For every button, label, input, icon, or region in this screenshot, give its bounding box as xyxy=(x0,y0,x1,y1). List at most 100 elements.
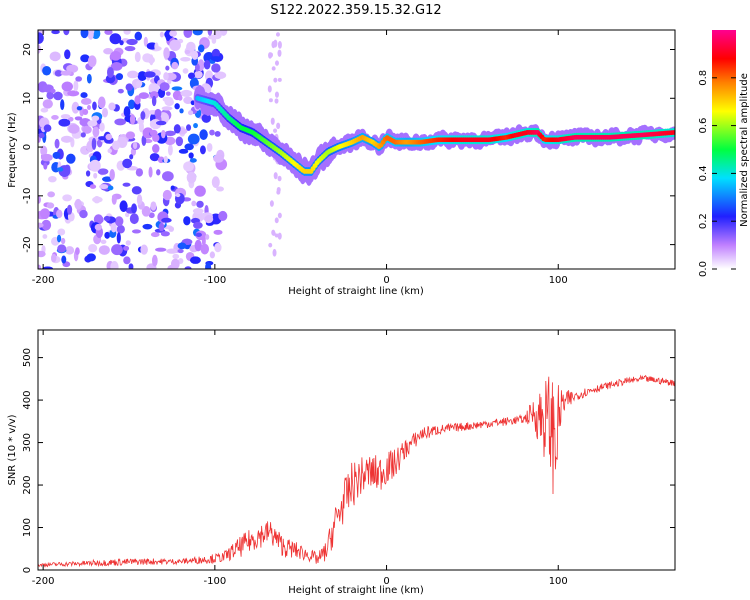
snr-x-tick-label: 0 xyxy=(383,576,389,587)
noise-speckle xyxy=(165,65,170,71)
noise-speckle xyxy=(195,232,202,237)
noise-speckle xyxy=(140,244,148,255)
noise-speckle xyxy=(170,185,175,190)
noise-speckle xyxy=(165,91,171,96)
noise-speckle xyxy=(196,200,204,208)
noise-speckle xyxy=(143,36,148,47)
noise-speckle xyxy=(134,95,141,105)
noise-speckle xyxy=(172,253,180,260)
noise-speckle xyxy=(125,212,130,218)
noise-speckle xyxy=(93,172,98,179)
colorbar-ticks: 0.0 0.2 0.4 0.6 0.8 xyxy=(698,70,736,277)
noise-speckle xyxy=(169,30,178,37)
noise-speckle xyxy=(116,232,121,244)
noise-speckle xyxy=(97,168,109,175)
noise-speckle xyxy=(194,185,206,197)
noise-speckle xyxy=(138,92,150,99)
noise-speckle xyxy=(71,101,80,114)
noise-speckle xyxy=(270,117,275,125)
noise-speckle xyxy=(51,253,57,263)
noise-speckle xyxy=(67,90,80,97)
noise-speckle xyxy=(56,234,62,243)
colorbar-label: Normalized spectral amplitude xyxy=(739,73,750,227)
noise-speckle xyxy=(149,153,160,162)
noise-speckle xyxy=(140,111,146,120)
noise-speckle xyxy=(150,201,157,211)
snr-y-axis: 0 100 200 300 400 500 xyxy=(22,348,675,573)
noise-speckle xyxy=(80,54,90,63)
spectrogram-y-tick-label: 20 xyxy=(22,43,33,56)
noise-speckle xyxy=(82,125,92,134)
noise-speckle xyxy=(57,228,66,236)
noise-speckle xyxy=(151,254,158,267)
noise-speckle xyxy=(51,115,59,120)
noise-speckle xyxy=(211,48,221,58)
spectrogram-y-tick-label: -10 xyxy=(22,188,33,204)
noise-speckle xyxy=(161,106,173,111)
ridge-core xyxy=(671,130,675,135)
noise-speckle xyxy=(43,162,48,170)
noise-speckle xyxy=(148,166,153,178)
snr-x-tick-label: -100 xyxy=(203,576,226,587)
colorbar-tick-label: 0.6 xyxy=(698,118,709,134)
noise-speckle xyxy=(131,186,142,195)
noise-speckle xyxy=(87,55,97,68)
noise-speckle xyxy=(103,48,114,55)
snr-background xyxy=(38,330,675,570)
noise-speckle xyxy=(131,229,142,234)
noise-speckle xyxy=(42,66,52,76)
noise-speckle xyxy=(87,120,98,127)
noise-speckle xyxy=(124,46,136,52)
noise-speckle xyxy=(61,255,67,264)
spectrogram-x-label: Height of straight line (km) xyxy=(288,286,424,297)
noise-speckle xyxy=(162,171,174,182)
noise-speckle xyxy=(197,44,205,53)
noise-speckle xyxy=(60,114,71,119)
noise-speckle xyxy=(61,81,73,92)
noise-speckle xyxy=(200,39,210,46)
noise-speckle xyxy=(193,122,198,129)
noise-speckle xyxy=(269,200,274,207)
noise-speckle xyxy=(68,124,80,134)
noise-speckle xyxy=(277,175,282,182)
noise-speckle xyxy=(277,232,282,240)
noise-speckle xyxy=(62,194,73,202)
spectrogram-y-axis: -20 -10 0 10 20 xyxy=(22,43,675,253)
noise-speckle xyxy=(127,70,139,79)
noise-speckle xyxy=(60,70,72,76)
noise-speckle xyxy=(108,102,116,111)
noise-speckle xyxy=(149,54,154,66)
noise-speckle xyxy=(173,124,181,134)
noise-speckle xyxy=(58,118,71,127)
noise-speckle xyxy=(163,72,169,81)
noise-speckle xyxy=(94,223,102,231)
snr-plot-area xyxy=(38,374,675,568)
noise-speckle xyxy=(273,77,278,83)
noise-speckle xyxy=(80,98,92,105)
noise-speckle xyxy=(186,41,196,53)
snr-y-tick-label: 200 xyxy=(22,475,33,494)
noise-speckle xyxy=(274,233,279,238)
noise-speckle xyxy=(187,72,196,80)
noise-speckle xyxy=(161,217,172,223)
noise-speckle xyxy=(128,99,136,110)
noise-speckle xyxy=(38,32,44,44)
noise-speckle xyxy=(79,209,88,219)
noise-speckle xyxy=(76,106,83,111)
noise-speckle xyxy=(74,116,83,121)
noise-speckle xyxy=(206,143,213,152)
spectrogram-y-label: Frequency (Hz) xyxy=(7,112,18,188)
noise-speckle xyxy=(66,204,73,215)
noise-speckle xyxy=(213,229,223,235)
noise-speckle xyxy=(73,80,79,92)
noise-speckle xyxy=(183,96,193,105)
noise-speckle xyxy=(86,253,96,262)
noise-speckle xyxy=(110,261,119,269)
noise-speckle xyxy=(54,70,63,77)
colorbar-tick-label: 0.2 xyxy=(698,213,709,229)
noise-speckle xyxy=(210,56,222,62)
noise-speckle xyxy=(38,44,41,54)
noise-speckle xyxy=(211,176,220,188)
noise-speckle xyxy=(277,49,282,57)
